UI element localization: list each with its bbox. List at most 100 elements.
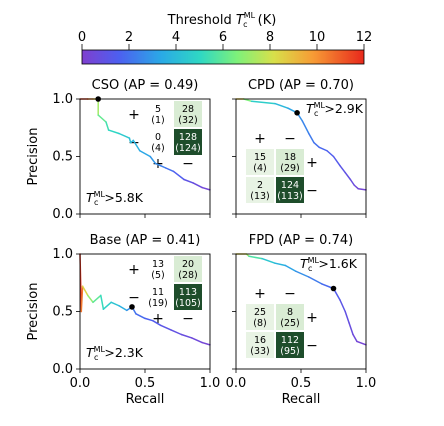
confusion-count-paren: (33)	[250, 346, 270, 357]
colorbar-tick-label: 12	[356, 30, 373, 45]
sign-plus: +	[152, 311, 164, 327]
pr-curve-segment	[183, 178, 194, 184]
confusion-matrix: 25(8)8(25)16(33)112(95)+ −+−	[246, 286, 318, 358]
pr-curve-segment	[97, 114, 107, 123]
confusion-count: 25	[254, 307, 266, 318]
confusion-count-paren: (113)	[277, 191, 303, 202]
x-tick-label: 0.0	[70, 376, 91, 391]
confusion-count: 15	[254, 152, 266, 163]
confusion-count: 112	[281, 335, 299, 346]
pr-curve-segment	[191, 337, 203, 344]
y-tick-label: 0.0	[52, 362, 73, 377]
confusion-cell	[174, 284, 202, 310]
pr-curve-segment	[80, 285, 84, 313]
confusion-cell	[174, 129, 202, 155]
confusion-cell	[246, 177, 274, 203]
pr-curve-segment	[172, 170, 185, 181]
confusion-count-paren: (4)	[253, 163, 266, 174]
pr-curve-segment	[313, 141, 320, 149]
pr-curve-segment	[332, 155, 341, 167]
sign-minus: −	[306, 338, 318, 354]
y-axis-label: Precision	[26, 282, 41, 340]
confusion-count: 5	[155, 104, 161, 115]
colorbar-tick-label: 6	[219, 30, 227, 45]
pr-curve-segment	[149, 155, 157, 165]
pr-curve-segment	[201, 186, 211, 191]
pr-curve-segment	[308, 132, 315, 144]
sign-minus: −	[128, 290, 140, 306]
panel-cso: CSO (AP = 0.49)5(1)28(32)0(4)128(124)+−+…	[26, 78, 211, 222]
pr-curve-segment	[139, 150, 151, 158]
confusion-count: 2	[257, 180, 263, 191]
colorbar-tick-label: 2	[125, 30, 133, 45]
threshold-annotation: TML c >5.8K	[86, 190, 144, 207]
panel-cpd: CPD (AP = 0.70) 15(4) 18(29) 2(13) 124(113) +…	[232, 78, 367, 218]
pr-curve-segment	[180, 333, 193, 339]
pr-curve-segment	[274, 262, 287, 267]
panel-title: CPD (AP = 0.70)	[248, 78, 354, 93]
colorbar-label: Threshold TML c (K)	[167, 11, 277, 29]
y-axis-label: Precision	[26, 127, 41, 185]
confusion-cell	[246, 304, 274, 330]
sign-plus: +	[306, 310, 318, 326]
pr-curve-segment	[92, 294, 102, 304]
pr-curve-segment	[132, 139, 141, 152]
pr-curve-segment	[118, 132, 131, 139]
pr-curve-segment	[102, 301, 112, 310]
confusion-cell	[246, 332, 274, 358]
sign-plus: +	[306, 155, 318, 171]
confusion-count-paren: (29)	[280, 163, 300, 174]
pr-curve-segment	[344, 310, 350, 324]
pr-curve-segment	[339, 164, 346, 174]
confusion-count: 128	[179, 132, 197, 143]
pr-curve-segment	[261, 257, 276, 264]
pr-curve-segment	[308, 276, 323, 285]
pr-curve-segment	[159, 324, 172, 331]
confusion-count-paren: (13)	[250, 191, 270, 202]
panel-title: FPD (AP = 0.74)	[249, 233, 353, 248]
confusion-cell	[276, 149, 304, 175]
pr-curve-segment	[318, 146, 328, 152]
confusion-cell	[174, 256, 202, 282]
x-axis-label: Recall	[126, 392, 165, 407]
pr-curve-segment	[110, 301, 120, 307]
y-tick-label: 0.5	[52, 150, 73, 165]
pr-curve-segment	[201, 341, 211, 346]
colorbar: Threshold TML c (K) 0 2 4 6 8 10 12	[78, 11, 373, 65]
operating-point-marker	[294, 110, 300, 116]
y-tick-label: 1.0	[52, 247, 73, 262]
pr-curve	[79, 253, 211, 346]
pr-curve-segment	[344, 171, 352, 181]
confusion-count: 20	[182, 259, 194, 270]
confusion-matrix: 15(4)18(29)2(13)124(113)+ −+−	[246, 131, 318, 203]
confusion-cell	[276, 177, 304, 203]
pr-curve-segment	[357, 187, 367, 191]
confusion-count-paren: (1)	[151, 115, 164, 126]
x-axis-label: Recall	[282, 392, 321, 407]
pr-curve-segment	[356, 340, 367, 346]
pr-curve-segment	[248, 255, 263, 260]
pr-curve-segment	[301, 120, 310, 135]
y-tick-label: 1.0	[52, 92, 73, 107]
pr-curve-segment	[352, 333, 358, 343]
colorbar-gradient	[81, 49, 365, 65]
sign-minus: −	[284, 131, 296, 147]
confusion-count: 28	[182, 104, 194, 115]
sign-minus: −	[182, 311, 194, 327]
confusion-cell	[276, 304, 304, 330]
x-tick-label: 0.0	[226, 376, 247, 391]
pr-curve-segment	[100, 294, 105, 310]
pr-curve-segment	[159, 164, 167, 169]
confusion-count: 8	[287, 307, 293, 318]
confusion-cell	[246, 149, 274, 175]
confusion-matrix: 5(1)28(32)0(4)128(124)+−+ −	[128, 101, 202, 172]
x-tick-label: 0.5	[291, 376, 312, 391]
sign-minus: −	[306, 183, 318, 199]
threshold-annotation: TML c >1.6K	[300, 256, 358, 273]
confusion-count-paren: (32)	[178, 115, 198, 126]
confusion-count: 0	[155, 132, 161, 143]
sign-minus: −	[128, 135, 140, 151]
threshold-annotation: TML c >2.9K	[306, 101, 364, 118]
confusion-count-paren: (124)	[175, 143, 201, 154]
